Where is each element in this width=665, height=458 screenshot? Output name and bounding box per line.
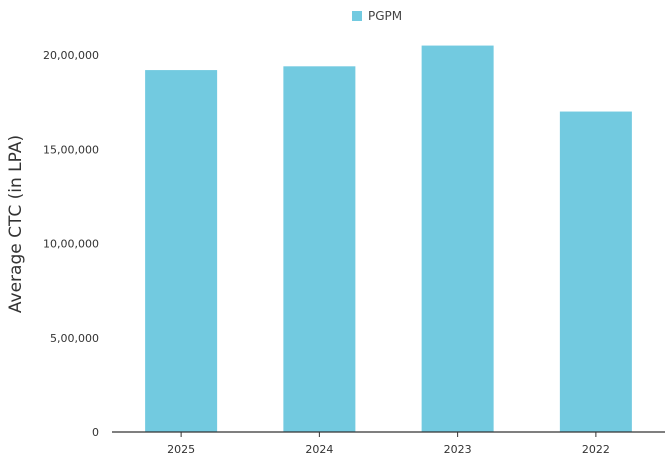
y-tick-label: 15,00,000 — [43, 143, 99, 156]
y-axis-title: Average CTC (in LPA) — [6, 135, 26, 313]
legend-swatch — [352, 11, 362, 21]
y-axis-ticks: 0 5,00,000 10,00,000 15,00,000 20,00,000 — [43, 49, 99, 439]
y-tick-label: 10,00,000 — [43, 238, 99, 251]
bars — [145, 45, 632, 433]
x-tick-label: 2024 — [305, 443, 333, 456]
legend: PGPM — [352, 9, 402, 23]
bar — [421, 45, 494, 432]
bar — [559, 111, 632, 433]
x-tick-label: 2023 — [444, 443, 472, 456]
legend-label-pgpm: PGPM — [368, 9, 402, 23]
bar — [145, 70, 218, 432]
bar — [283, 66, 356, 432]
x-tick-label: 2022 — [582, 443, 610, 456]
x-tick-label: 2025 — [167, 443, 195, 456]
y-tick-label: 20,00,000 — [43, 49, 99, 62]
x-axis-ticks: 2025 2024 2023 2022 — [167, 432, 610, 456]
y-tick-label: 0 — [92, 426, 99, 439]
y-tick-label: 5,00,000 — [50, 332, 99, 345]
